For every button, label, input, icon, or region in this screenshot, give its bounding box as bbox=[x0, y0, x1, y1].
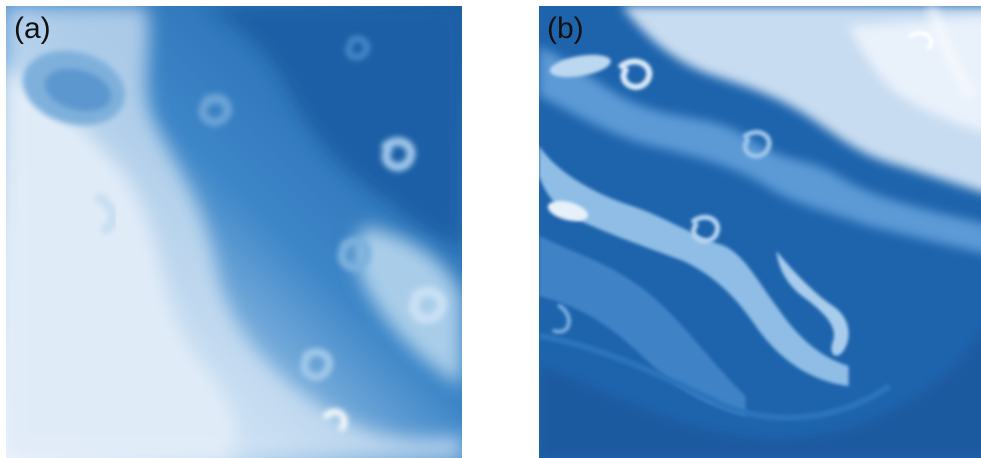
panel-b-image: (b) bbox=[539, 6, 981, 458]
panel-a-flow-field bbox=[6, 6, 462, 458]
panel-a-image: (a) bbox=[6, 6, 462, 458]
panel-b-flow-field bbox=[539, 6, 981, 458]
